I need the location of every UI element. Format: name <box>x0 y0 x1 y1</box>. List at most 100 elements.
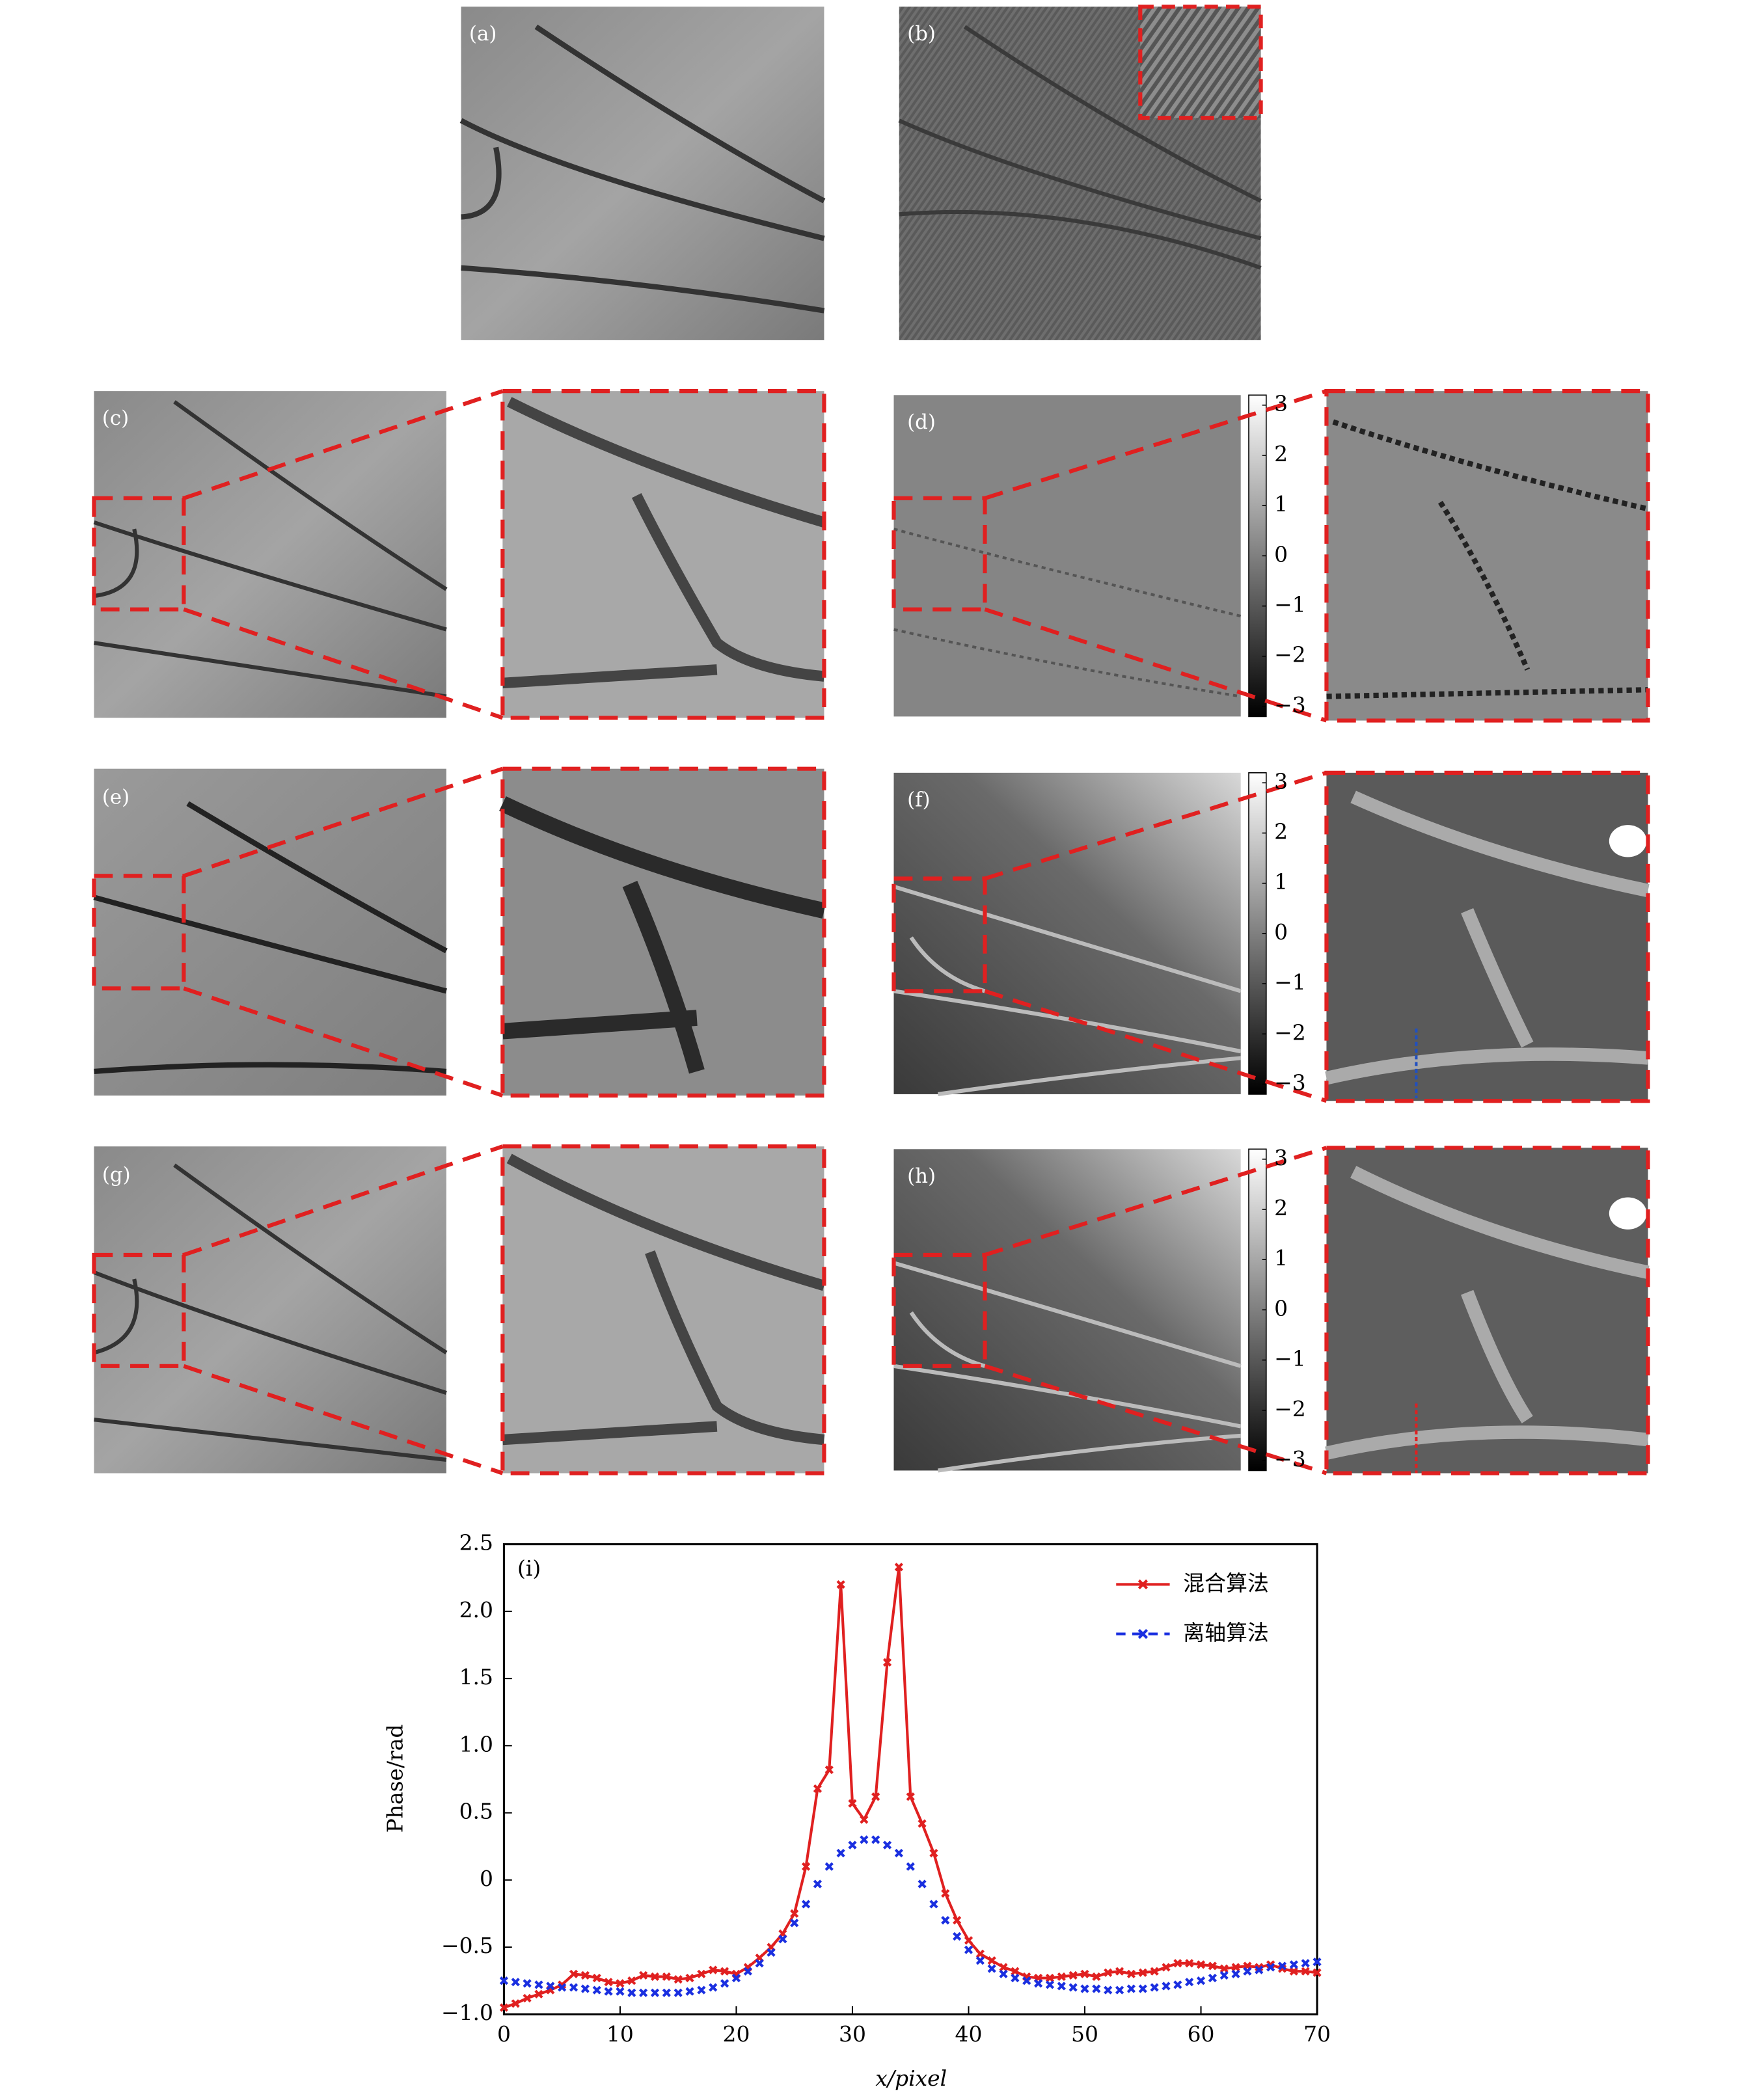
panel-g: (g) <box>92 1144 826 1475</box>
point <box>709 1965 718 1974</box>
point <box>894 1848 903 1858</box>
point <box>964 1945 973 1954</box>
plot-frame <box>502 1543 1318 2015</box>
point <box>953 1916 962 1925</box>
roi-box <box>891 876 987 993</box>
point <box>860 1815 869 1824</box>
y-tick-label: 0 <box>480 1866 493 1891</box>
panel-d: (d) <box>891 389 1650 723</box>
point <box>709 1983 718 1992</box>
point <box>685 1973 694 1983</box>
point <box>592 1986 601 1995</box>
point <box>1266 1963 1275 1972</box>
point <box>604 1987 613 1996</box>
point <box>1301 1959 1310 1968</box>
point <box>999 1969 1008 1978</box>
point <box>929 1900 938 1909</box>
point <box>616 1987 625 1996</box>
point <box>1150 1967 1159 1976</box>
point <box>592 1973 601 1983</box>
panel-label: (d) <box>907 411 936 434</box>
roi-box <box>92 1252 186 1368</box>
point <box>1080 1984 1089 1993</box>
point <box>975 1956 985 1965</box>
point <box>1196 1960 1206 1969</box>
panel-f: (f) <box>891 770 1650 1103</box>
point <box>975 1949 985 1958</box>
legend-marker <box>1137 1628 1149 1639</box>
panel-b: (b) <box>898 5 1263 340</box>
point <box>790 1918 799 1928</box>
point <box>1150 1983 1159 1992</box>
point <box>1057 1972 1066 1982</box>
point <box>790 1909 799 1918</box>
y-tick-label: 2.5 <box>459 1530 493 1555</box>
point <box>1126 1984 1136 1993</box>
series-line <box>504 1840 1317 1993</box>
point <box>697 1969 706 1978</box>
zoom-frame <box>1324 770 1650 1103</box>
point <box>580 1984 590 1993</box>
point <box>1208 1973 1217 1983</box>
point <box>824 1862 834 1871</box>
zoom-connector <box>183 389 504 720</box>
artifact <box>1609 1197 1647 1230</box>
panel-e: (e) <box>92 766 826 1098</box>
roi-box <box>891 496 987 612</box>
panel-label: (c) <box>102 407 129 430</box>
point <box>1243 1967 1252 1976</box>
point <box>1092 1972 1101 1982</box>
colorbar-tick-label: 2 <box>1274 441 1288 466</box>
point <box>546 1982 555 1991</box>
point <box>720 1967 729 1976</box>
point <box>662 1988 671 1997</box>
colorbar-tick-label: 1 <box>1274 1245 1288 1271</box>
point <box>569 1983 578 1992</box>
point <box>1045 1980 1055 1989</box>
point <box>580 1971 590 1980</box>
x-tick-label: 50 <box>1071 2021 1098 2047</box>
point <box>941 1916 950 1925</box>
point <box>813 1879 823 1889</box>
point <box>1138 1968 1147 1977</box>
phase-map <box>893 772 1241 1094</box>
point <box>697 1986 706 1995</box>
vein <box>898 25 1262 270</box>
point <box>918 1819 927 1828</box>
point <box>1104 1968 1113 1977</box>
zoom-frame <box>1324 389 1650 723</box>
point <box>836 1848 845 1858</box>
vein <box>93 801 448 1075</box>
panel-label: (e) <box>102 785 129 809</box>
colorbar-tick-label: −1 <box>1274 969 1306 995</box>
colorbar-tick-label: 1 <box>1274 491 1288 517</box>
point <box>1313 1968 1322 1977</box>
y-tick-label: 1.5 <box>459 1664 493 1689</box>
point <box>1011 1973 1020 1983</box>
zoom-frame <box>500 389 826 720</box>
colorbar-tick-label: 1 <box>1274 869 1288 895</box>
point <box>1068 1983 1078 1992</box>
point <box>906 1862 915 1871</box>
zoom-connector <box>984 1146 1327 1475</box>
roi-box <box>891 1252 987 1368</box>
vein <box>459 24 826 314</box>
point <box>1011 1967 1020 1976</box>
x-tick-label: 40 <box>955 2021 983 2047</box>
point <box>1185 1978 1194 1987</box>
vein <box>499 796 826 1074</box>
zoom <box>1326 391 1648 721</box>
point <box>1057 1982 1066 1991</box>
zoom <box>1326 772 1648 1101</box>
y-tick-label: −1.0 <box>441 2000 493 2025</box>
panel-h: (h) <box>891 1146 1650 1475</box>
colorbar-tick-label: 3 <box>1274 391 1288 416</box>
x-tick-label: 70 <box>1303 2021 1331 2047</box>
vein <box>893 528 1242 698</box>
panel-c: (c) <box>92 389 826 720</box>
legend-label: 离轴算法 <box>1183 1620 1269 1645</box>
point <box>906 1792 915 1801</box>
zoom-frame <box>500 766 826 1098</box>
colorbar-tick-label: −2 <box>1274 1396 1306 1421</box>
vein <box>1326 419 1649 699</box>
